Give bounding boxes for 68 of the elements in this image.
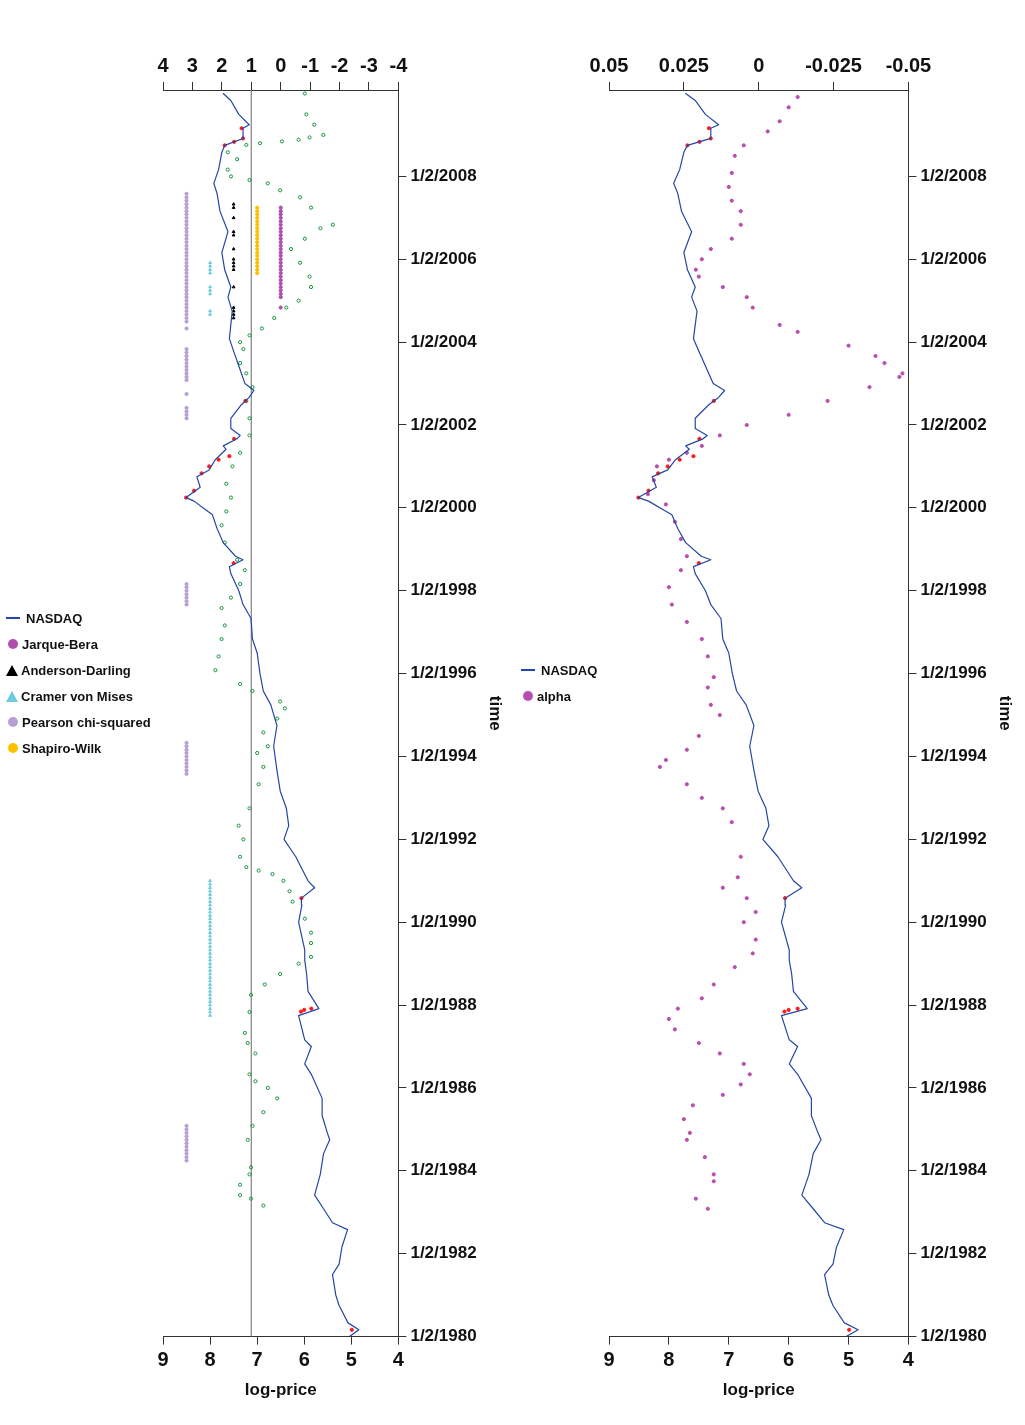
x2-tick-label: 4 <box>157 53 170 76</box>
legend-label: Pearson chi-squared <box>22 714 151 730</box>
y-axis-title: time <box>996 695 1016 731</box>
x2-tick-label: 0.05 <box>589 53 629 76</box>
y-tick-label: 1/2/1990 <box>920 911 987 931</box>
x-tick-label: 8 <box>204 1348 216 1371</box>
y-tick-label: 1/2/2004 <box>920 331 988 351</box>
y-tick-label: 1/2/1982 <box>410 1243 477 1263</box>
y-tick-label: 1/2/1996 <box>920 663 987 683</box>
legend-label: Shapiro-Wilk <box>22 740 102 756</box>
y-tick-label: 1/2/1984 <box>920 1160 988 1180</box>
x2-tick-label: 1 <box>245 53 257 76</box>
y-tick-label: 1/2/2004 <box>410 331 478 351</box>
y-tick-label: 1/2/1986 <box>410 1077 477 1097</box>
x2-tick-label: 0 <box>753 53 765 76</box>
y-tick-label: 1/2/2006 <box>410 248 477 268</box>
x2-tick-label: -0.025 <box>805 53 862 76</box>
x-tick-label: 8 <box>663 1348 675 1371</box>
x2-tick-label: -0.05 <box>885 53 932 76</box>
y-tick-label: 1/2/2008 <box>920 166 987 186</box>
legend-label: Jarque-Bera <box>22 636 98 652</box>
y-tick-label: 1/2/1988 <box>410 994 477 1014</box>
legend-label: Cramer von Mises <box>21 688 133 704</box>
x2-tick-label: -3 <box>360 53 378 76</box>
legend-label: Anderson-Darling <box>21 662 131 678</box>
legend-label: NASDAQ <box>541 662 598 678</box>
y-axis-title: time <box>486 695 506 731</box>
x2-tick-label: 3 <box>186 53 198 76</box>
x-tick-label: 7 <box>723 1348 735 1371</box>
y-tick-label: 1/2/2006 <box>920 248 987 268</box>
legend-label: NASDAQ <box>26 610 83 626</box>
y-tick-label: 1/2/1980 <box>410 1326 477 1346</box>
x-tick-label: 4 <box>392 1348 405 1371</box>
x-tick-label: 5 <box>345 1348 357 1371</box>
x2-tick-label: -2 <box>330 53 349 76</box>
y-tick-label: 1/2/2000 <box>410 497 477 517</box>
y-tick-label: 1/2/1992 <box>920 828 987 848</box>
x2-tick-label: -1 <box>301 53 320 76</box>
y-tick-label: 1/2/1980 <box>920 1326 987 1346</box>
y-tick-label: 1/2/1998 <box>920 580 987 600</box>
y-tick-label: 1/2/2002 <box>410 414 477 434</box>
y-tick-label: 1/2/2000 <box>920 497 987 517</box>
y-tick-label: 1/2/2008 <box>410 166 477 186</box>
x-tick-label: 9 <box>603 1348 615 1371</box>
x2-tick-label: 0 <box>275 53 287 76</box>
y-tick-label: 1/2/1998 <box>410 580 477 600</box>
y-tick-label: 1/2/1996 <box>410 663 477 683</box>
x-tick-label: 6 <box>783 1348 795 1371</box>
y-tick-label: 1/2/1982 <box>920 1243 987 1263</box>
y-tick-label: 1/2/1990 <box>410 911 477 931</box>
x2-tick-label: 2 <box>216 53 228 76</box>
y-tick-label: 1/2/1984 <box>410 1160 478 1180</box>
y-tick-label: 1/2/1994 <box>920 746 988 766</box>
x-tick-label: 5 <box>842 1348 855 1371</box>
x-tick-label: 9 <box>157 1348 169 1371</box>
x2-tick-label: 0.025 <box>658 53 709 76</box>
x-tick-label: 4 <box>902 1348 915 1371</box>
y-tick-label: 1/2/2002 <box>920 414 987 434</box>
y-tick-label: 1/2/1988 <box>920 994 987 1014</box>
legend-label: alpha <box>537 688 571 704</box>
y-tick-label: 1/2/1992 <box>410 828 477 848</box>
y-tick-label: 1/2/1994 <box>410 746 478 766</box>
x-axis-title: log-price <box>244 1380 317 1400</box>
x2-tick-label: -4 <box>389 53 409 76</box>
x-axis-title: log-price <box>722 1380 795 1400</box>
x-tick-label: 6 <box>298 1348 310 1371</box>
x-tick-label: 7 <box>251 1348 263 1371</box>
y-tick-label: 1/2/1986 <box>920 1077 987 1097</box>
